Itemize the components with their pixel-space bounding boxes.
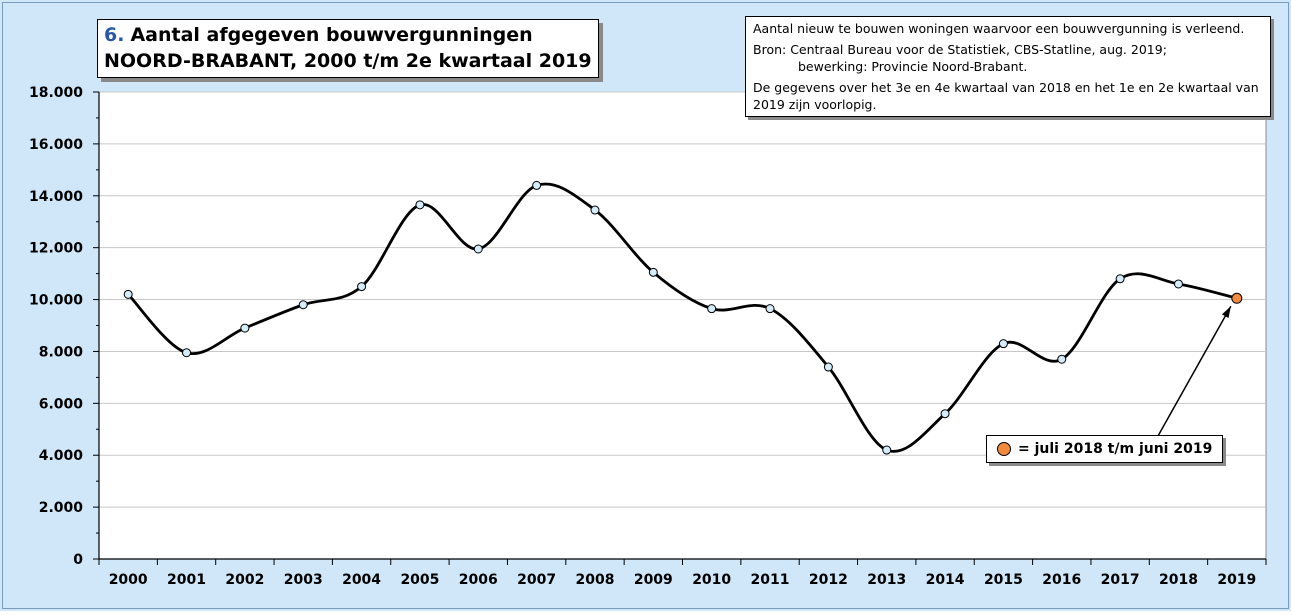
data-point: [1115, 274, 1125, 284]
y-tick-label: 16.000: [29, 137, 83, 153]
note-source-line1: Bron: Centraal Bureau voor de Statistiek…: [753, 42, 1167, 57]
x-tick-label: 2006: [459, 572, 498, 588]
data-point: [765, 304, 775, 314]
data-point: [823, 362, 833, 372]
data-point: [707, 304, 717, 314]
line-layer: [127, 182, 1238, 453]
label-layer: 0 2.000 4.000 6.000 8.000 10.000 12.000 14.000 1…: [29, 85, 1256, 588]
x-tick-label: 2003: [284, 572, 323, 588]
chart-title-number: 6.: [104, 24, 125, 46]
data-point: [882, 445, 892, 455]
data-point: [590, 205, 600, 215]
chart-title-text: Aantal afgegeven bouwvergunningen: [130, 24, 533, 46]
series-line: [127, 182, 1238, 453]
y-tick-label: 18.000: [29, 85, 83, 101]
note-description: Aantal nieuw te bouwen woningen waarvoor…: [753, 21, 1245, 36]
data-point-highlighted: [1231, 292, 1243, 304]
x-tick-label: 2001: [167, 572, 206, 588]
x-tick-label: 2002: [225, 572, 264, 588]
notes-box: Aantal nieuw te bouwen woningen waarvoor…: [745, 16, 1271, 117]
data-point: [123, 289, 133, 299]
x-tick-label: 2012: [809, 572, 848, 588]
y-tick-label: 6.000: [39, 396, 84, 412]
note-source-line2: bewerking: Provincie Noord-Brabant.: [798, 59, 1028, 74]
legend-label: = juli 2018 t/m juni 2019: [1018, 441, 1213, 457]
legend-arrow-line: [1157, 305, 1232, 437]
data-point: [1057, 354, 1067, 364]
x-tick-label: 2016: [1042, 572, 1081, 588]
x-tick-label: 2014: [926, 572, 965, 588]
x-tick-label: 2000: [109, 572, 148, 588]
data-point: [298, 300, 308, 310]
data-point: [182, 348, 192, 358]
data-point: [998, 339, 1008, 349]
legend-arrow-head: [1221, 306, 1231, 319]
data-point: [240, 323, 250, 333]
y-tick-label: 0: [73, 552, 83, 568]
x-tick-label: 2004: [342, 572, 381, 588]
plot-area: [98, 91, 1267, 560]
chart-title-line1: 6. Aantal afgegeven bouwvergunningen: [104, 22, 592, 48]
chart-title-box: 6. Aantal afgegeven bouwvergunningen NOOR…: [97, 19, 599, 78]
x-tick-label: 2011: [751, 572, 790, 588]
x-tick-label: 2010: [692, 572, 731, 588]
y-tick-label: 10.000: [29, 293, 83, 309]
arrow-layer: [1157, 305, 1232, 437]
data-point: [648, 267, 658, 277]
y-tick-label: 4.000: [39, 448, 84, 464]
data-point: [1173, 279, 1183, 289]
axis-layer: [93, 91, 1267, 565]
note-source: Bron: Centraal Bureau voor de Statistiek…: [753, 41, 1264, 75]
point-layer: [123, 180, 1243, 455]
legend-box: = juli 2018 t/m juni 2019: [986, 435, 1224, 463]
data-point: [940, 409, 950, 419]
x-tick-label: 2018: [1159, 572, 1198, 588]
y-tick-label: 2.000: [39, 500, 84, 516]
x-tick-label: 2008: [575, 572, 614, 588]
data-point: [357, 282, 367, 292]
data-point: [415, 200, 425, 210]
legend-marker-icon: [997, 442, 1011, 456]
note-provisional: De gegevens over het 3e en 4e kwartaal v…: [753, 80, 1259, 112]
x-tick-label: 2017: [1101, 572, 1140, 588]
x-tick-label: 2013: [867, 572, 906, 588]
chart-title-line2: NOORD-BRABANT, 2000 t/m 2e kwartaal 2019: [104, 50, 592, 72]
y-tick-label: 14.000: [29, 189, 83, 205]
x-tick-label: 2007: [517, 572, 556, 588]
x-tick-label: 2015: [984, 572, 1023, 588]
y-tick-label: 8.000: [39, 344, 84, 360]
x-tick-label: 2019: [1217, 572, 1256, 588]
y-tick-label: 12.000: [29, 241, 83, 257]
data-point: [473, 244, 483, 254]
x-tick-label: 2005: [400, 572, 439, 588]
x-tick-label: 2009: [634, 572, 673, 588]
data-point: [532, 180, 542, 190]
